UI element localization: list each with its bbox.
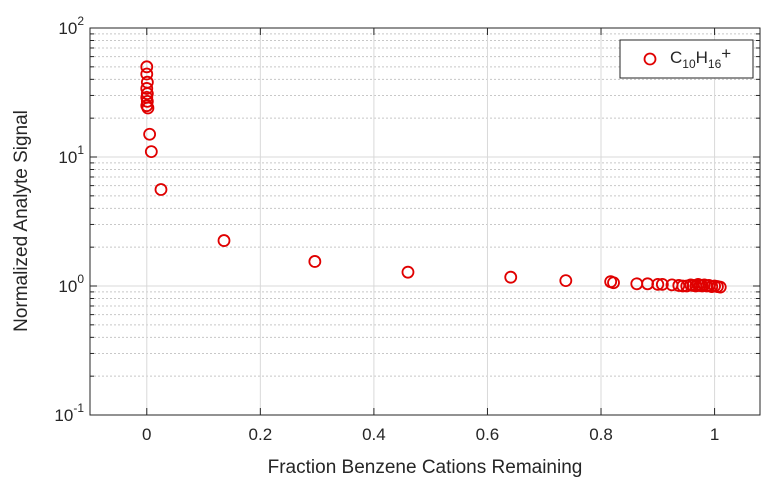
y-tick-label-base: 10 — [58, 148, 77, 167]
y-tick-label-exponent: 2 — [77, 14, 84, 28]
y-tick-label-base: 10 — [58, 277, 77, 296]
x-tick-label: 0.8 — [589, 425, 613, 444]
y-tick-label-exponent: 1 — [77, 143, 84, 157]
y-tick-label-exponent: -1 — [73, 401, 84, 415]
x-axis-label: Fraction Benzene Cations Remaining — [268, 457, 583, 478]
plot-area — [90, 28, 760, 415]
y-tick-label: 10-1 — [54, 401, 84, 425]
x-tick-label: 0 — [142, 425, 151, 444]
y-tick-label: 100 — [58, 272, 84, 296]
y-tick-label-base: 10 — [54, 406, 73, 425]
x-tick-label: 0.4 — [362, 425, 386, 444]
y-tick-label: 102 — [58, 14, 84, 38]
legend-entry-sub-10: 10 — [682, 57, 696, 71]
legend-entry-sub-16: 16 — [708, 57, 722, 71]
y-axis-label: Normalized Analyte Signal — [11, 110, 32, 332]
legend-entry-h: H — [696, 48, 708, 67]
x-tick-label: 0.6 — [476, 425, 500, 444]
legend: C10H16+ — [620, 40, 753, 78]
legend-entry-c: C — [670, 48, 682, 67]
y-tick-label-exponent: 0 — [77, 272, 84, 286]
x-tick-label: 0.2 — [249, 425, 273, 444]
legend-entry-plus: + — [721, 44, 731, 63]
y-tick-label: 101 — [58, 143, 84, 167]
x-tick-label: 1 — [710, 425, 719, 444]
x-tick-labels: 0 0.2 0.4 0.6 0.8 1 — [142, 425, 719, 444]
y-tick-label-base: 10 — [58, 19, 77, 38]
